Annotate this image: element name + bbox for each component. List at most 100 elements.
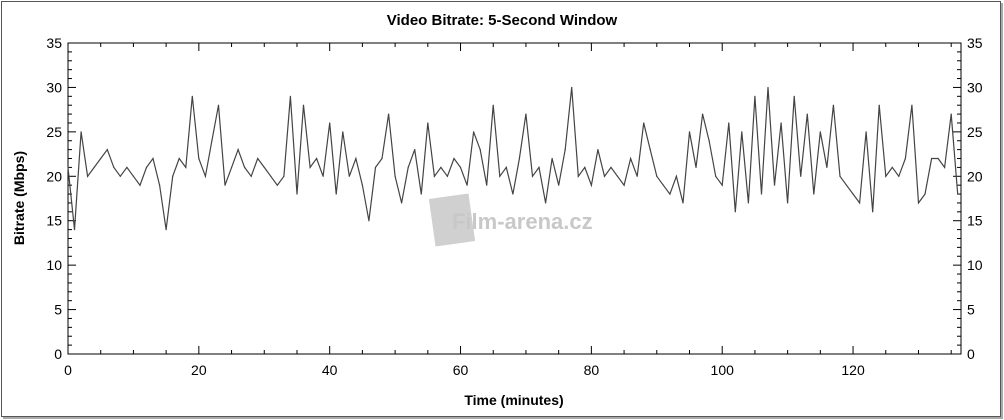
data-point: [872, 211, 874, 213]
data-point: [473, 131, 475, 133]
data-point: [643, 122, 645, 124]
data-point: [342, 131, 344, 133]
x-tick-label: 20: [191, 362, 207, 378]
data-point: [728, 122, 730, 124]
data-point: [878, 104, 880, 106]
data-point: [675, 175, 678, 177]
data-point: [891, 166, 893, 168]
data-point: [381, 157, 383, 160]
data-point: [185, 166, 187, 168]
y-tick-label-right: 35: [967, 35, 983, 51]
data-point: [845, 184, 848, 186]
x-tick-label: 60: [453, 362, 469, 378]
data-point: [734, 211, 736, 213]
chart-title: Video Bitrate: 5-Second Window: [387, 12, 618, 29]
data-point: [289, 95, 292, 97]
data-point: [715, 175, 717, 177]
data-point: [839, 175, 841, 177]
data-point: [571, 86, 573, 89]
data-point: [636, 175, 638, 177]
data-point: [93, 166, 95, 168]
data-point: [616, 175, 619, 177]
data-point: [787, 202, 789, 204]
data-point: [773, 184, 776, 186]
data-point: [930, 157, 933, 160]
data-point: [597, 149, 599, 151]
data-point: [819, 131, 821, 133]
data-point: [754, 95, 756, 97]
data-point: [649, 149, 651, 151]
data-point: [329, 122, 331, 124]
data-point: [525, 113, 527, 115]
data-point: [813, 193, 815, 195]
data-point: [544, 202, 547, 204]
data-point: [172, 175, 174, 177]
data-point: [446, 175, 449, 177]
data-point: [394, 175, 396, 177]
x-tick-label: 80: [584, 362, 600, 378]
data-point: [793, 95, 795, 97]
data-point: [283, 175, 285, 177]
watermark-text: Film-arena.cz: [452, 209, 593, 234]
data-point: [230, 166, 233, 168]
y-tick-label-left: 25: [46, 124, 62, 140]
y-tick-label-left: 30: [46, 79, 62, 95]
data-point: [603, 175, 606, 177]
data-point: [669, 193, 671, 195]
data-point: [198, 157, 200, 160]
data-point: [957, 193, 959, 195]
data-point: [316, 157, 318, 160]
data-point: [924, 193, 926, 195]
data-point: [217, 104, 220, 106]
data-point: [630, 157, 632, 160]
data-point: [499, 175, 501, 177]
data-point: [322, 175, 324, 177]
data-point: [152, 157, 154, 160]
data-point: [656, 175, 658, 177]
data-point: [688, 131, 691, 133]
data-point: [106, 149, 108, 151]
data-point: [950, 113, 952, 115]
data-point: [806, 113, 808, 115]
data-point: [309, 166, 311, 168]
data-point: [767, 86, 769, 89]
data-point: [145, 166, 148, 168]
data-point: [374, 166, 377, 168]
y-tick-label-left: 0: [54, 346, 62, 362]
data-point: [701, 113, 704, 115]
plot-area-border: [67, 42, 962, 355]
data-point: [826, 166, 828, 168]
data-point: [73, 229, 76, 231]
data-point: [270, 175, 272, 177]
data-point: [512, 193, 514, 195]
y-tick-label-right: 5: [967, 302, 975, 318]
data-point: [800, 175, 802, 177]
data-point: [558, 184, 560, 186]
data-point: [590, 184, 592, 186]
data-point: [67, 166, 69, 168]
data-point: [623, 184, 625, 186]
data-point: [682, 202, 684, 204]
clapperboard-icon: [428, 193, 476, 247]
x-tick-label: 120: [841, 362, 865, 378]
data-point: [937, 157, 939, 160]
y-tick-label-left: 35: [46, 35, 62, 51]
data-point: [610, 166, 612, 168]
data-point: [302, 104, 305, 106]
x-tick-label: 100: [711, 362, 735, 378]
data-point: [126, 166, 128, 168]
data-point: [335, 193, 337, 195]
data-point: [466, 184, 468, 186]
data-point: [87, 175, 89, 177]
data-point: [440, 166, 442, 168]
y-tick-label-right: 20: [967, 168, 983, 184]
x-axis-label: Time (minutes): [464, 392, 563, 408]
data-point: [662, 184, 664, 186]
data-point: [401, 202, 403, 204]
data-point: [898, 175, 900, 177]
data-point: [708, 140, 710, 142]
data-point: [492, 104, 494, 106]
data-point: [865, 131, 867, 133]
data-point: [414, 149, 416, 151]
